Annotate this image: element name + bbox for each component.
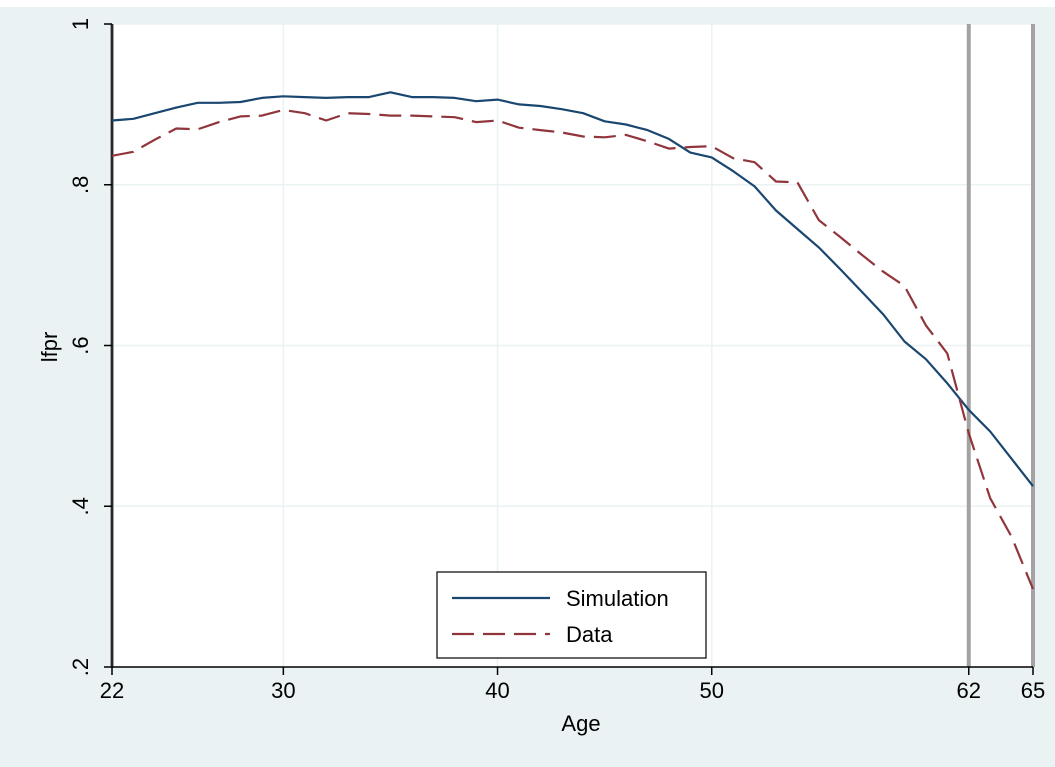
x-tick-label-4: 62 <box>957 678 981 703</box>
y-ticks: .2 .4 .6 .8 1 <box>68 18 112 676</box>
top-strip <box>0 0 1055 7</box>
x-tick-label-2: 40 <box>485 678 509 703</box>
grid <box>112 23 1033 667</box>
x-tick-label-3: 50 <box>699 678 723 703</box>
series-line-data <box>111 108 1035 590</box>
x-axis-title: Age <box>561 711 600 736</box>
y-tick-label-0: .2 <box>68 658 93 676</box>
y-tick-label-4: 1 <box>68 18 93 30</box>
y-tick-label-1: .4 <box>68 497 93 515</box>
legend-label-simulation: Simulation <box>566 586 669 611</box>
series-group <box>111 91 1035 590</box>
series-line-simulation <box>111 91 1034 487</box>
legend-box <box>436 571 707 659</box>
legend-label-data: Data <box>566 622 613 647</box>
x-tick-label-1: 30 <box>271 678 295 703</box>
x-ticks: 22 30 40 50 62 65 <box>100 667 1045 703</box>
x-tick-label-5: 65 <box>1021 678 1045 703</box>
x-tick-label-0: 22 <box>100 678 124 703</box>
legend: Simulation Data <box>436 571 707 659</box>
y-tick-label-2: .6 <box>68 336 93 354</box>
y-axis-title: lfpr <box>37 332 62 363</box>
y-tick-label-3: .8 <box>68 176 93 194</box>
